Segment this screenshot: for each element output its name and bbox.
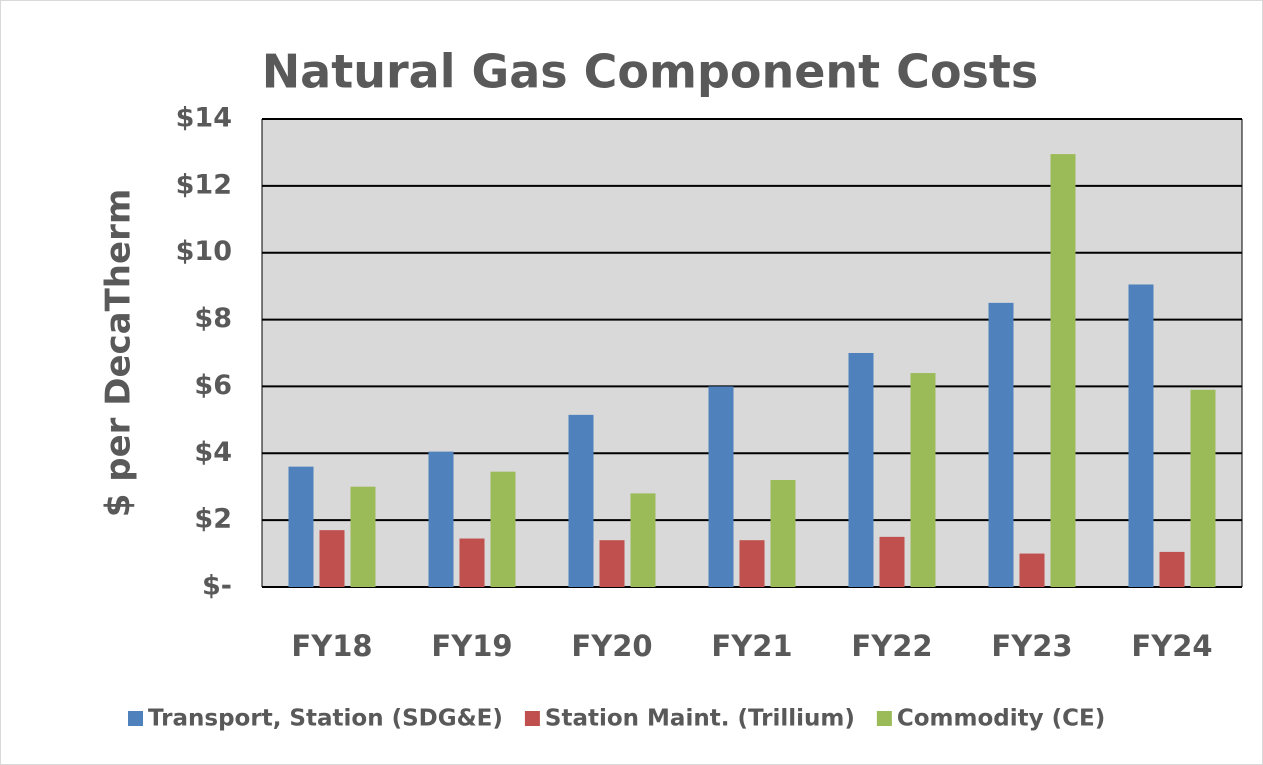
bar <box>770 480 796 587</box>
bar <box>1050 154 1076 587</box>
bar <box>568 414 594 587</box>
y-tick-label: $4 <box>194 437 232 468</box>
bar <box>879 536 905 587</box>
bar <box>848 353 874 587</box>
legend-swatch <box>128 711 143 726</box>
legend-label: Transport, Station (SDG&E) <box>148 706 503 732</box>
legend-swatch <box>524 711 540 726</box>
bar <box>1019 553 1045 587</box>
y-tick-label: $14 <box>176 103 232 134</box>
bar <box>288 466 314 587</box>
bar <box>1190 389 1216 587</box>
y-tick-label: $6 <box>194 370 232 401</box>
bar <box>428 451 454 587</box>
y-tick-label: $8 <box>194 303 232 334</box>
x-tick-label: FY24 <box>1131 629 1212 663</box>
y-tick-label: $- <box>202 571 232 602</box>
bar <box>1128 284 1154 587</box>
legend-swatch <box>876 711 892 726</box>
bar <box>490 471 516 587</box>
bar <box>739 540 765 587</box>
y-axis-label: $ per DecaTherm <box>99 189 139 518</box>
bar <box>319 530 345 587</box>
x-tick-label: FY22 <box>851 629 932 663</box>
bar <box>630 493 656 587</box>
x-tick-label: FY23 <box>991 629 1072 663</box>
x-tick-label: FY18 <box>291 629 372 663</box>
bar <box>459 538 485 587</box>
bar <box>350 486 376 587</box>
legend-label: Commodity (CE) <box>897 706 1105 732</box>
bar <box>988 302 1014 587</box>
x-tick-label: FY19 <box>431 629 512 663</box>
legend-label: Station Maint. (Trillium) <box>545 706 855 732</box>
y-tick-label: $10 <box>176 236 232 267</box>
x-tick-label: FY20 <box>571 629 652 663</box>
bar <box>1159 551 1185 587</box>
bar <box>910 373 936 587</box>
bar <box>599 540 625 587</box>
y-tick-label: $12 <box>176 169 232 200</box>
x-tick-label: FY21 <box>711 629 792 663</box>
y-tick-label: $2 <box>194 504 232 535</box>
plot-area <box>262 119 1242 587</box>
bar <box>708 386 734 587</box>
chart-title: Natural Gas Component Costs <box>262 45 1039 99</box>
